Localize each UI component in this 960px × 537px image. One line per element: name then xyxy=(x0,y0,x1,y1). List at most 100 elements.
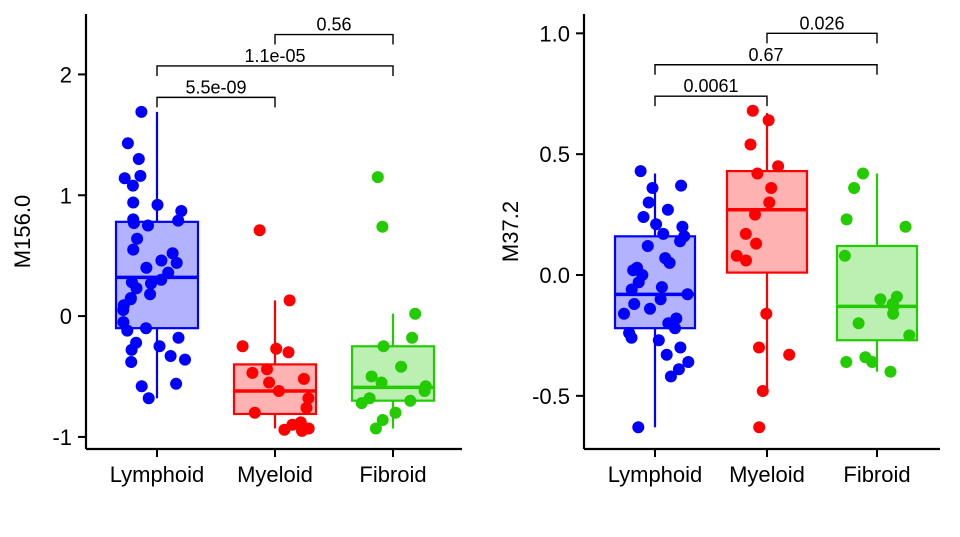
data-point xyxy=(674,235,687,248)
data-point xyxy=(744,138,757,151)
box-body xyxy=(114,220,200,330)
data-point xyxy=(127,217,140,229)
x-tick-label-lymphoid: Lymphoid xyxy=(110,462,205,487)
data-point xyxy=(750,237,763,250)
data-point xyxy=(395,360,408,373)
data-point xyxy=(118,172,131,185)
y-tick-label: 1 xyxy=(60,183,72,208)
y-tick-label: 0.0 xyxy=(539,263,570,288)
data-point xyxy=(297,372,310,385)
p-value-label: 0.67 xyxy=(748,45,783,65)
data-point xyxy=(127,196,140,209)
comparison-bracket xyxy=(156,96,276,108)
data-point xyxy=(261,363,273,376)
data-point xyxy=(730,249,743,262)
data-point xyxy=(641,240,654,252)
data-point xyxy=(661,203,674,216)
data-point xyxy=(134,169,147,182)
y-tick-label: 0 xyxy=(60,304,72,329)
panel-2: -0.5 0.0 0.5 1.0 M37.2 Lymphoid Myeloid Fibroid… xyxy=(498,13,940,487)
x-tick-label-fibroid: Fibroid xyxy=(359,462,426,487)
data-point xyxy=(126,179,139,192)
data-point xyxy=(131,232,144,245)
data-point xyxy=(170,256,183,269)
data-point xyxy=(756,385,769,397)
comparison-bracket xyxy=(156,65,394,76)
data-point xyxy=(300,401,313,414)
data-point xyxy=(763,196,776,209)
data-point xyxy=(746,104,759,117)
data-point xyxy=(175,205,188,217)
x-tick-label-myeloid: Myeloid xyxy=(237,462,313,487)
data-point xyxy=(155,273,168,286)
data-point xyxy=(125,356,138,368)
data-point xyxy=(739,227,752,240)
data-point xyxy=(270,342,283,355)
data-point xyxy=(634,165,647,178)
panel-1: -1 0 1 2 M156.0 Lymphoid Myeloid Fibroid 5.5e-09… xyxy=(10,14,462,487)
data-point xyxy=(142,392,155,405)
data-point xyxy=(144,288,157,301)
p-value-label: 5.5e-09 xyxy=(185,77,246,97)
data-point xyxy=(140,261,153,274)
data-point xyxy=(749,208,761,221)
data-point xyxy=(618,307,630,320)
data-point xyxy=(145,277,157,290)
data-point xyxy=(632,421,645,434)
data-point xyxy=(375,376,388,389)
data-point xyxy=(646,182,659,194)
comparison-bracket xyxy=(654,95,768,107)
data-point xyxy=(627,264,640,277)
data-point xyxy=(753,341,765,354)
data-point xyxy=(132,153,145,165)
data-point xyxy=(121,137,134,150)
data-point xyxy=(172,214,185,227)
data-point xyxy=(135,380,148,393)
box-body xyxy=(835,244,919,342)
data-point xyxy=(179,353,191,366)
data-point xyxy=(899,220,912,233)
data-point xyxy=(838,249,851,262)
y-tick-label: 0.5 xyxy=(539,142,570,167)
data-point xyxy=(866,356,879,368)
data-point xyxy=(887,307,900,320)
data-point xyxy=(675,179,688,192)
data-point xyxy=(246,366,259,379)
data-point xyxy=(263,376,276,389)
data-point xyxy=(130,282,143,295)
p-value-label: 0.0061 xyxy=(683,76,738,96)
box-fibroid xyxy=(835,173,919,372)
data-point xyxy=(884,365,897,378)
p-value-label: 1.1e-05 xyxy=(244,46,305,66)
data-point xyxy=(852,317,865,330)
p-value-label: 0.56 xyxy=(316,15,351,35)
data-point xyxy=(655,281,668,294)
data-point xyxy=(672,363,685,376)
y-axis-title: M37.2 xyxy=(498,201,523,262)
data-point xyxy=(406,331,419,344)
data-point xyxy=(371,171,384,184)
data-point xyxy=(625,331,638,344)
data-point xyxy=(296,424,308,437)
data-point xyxy=(772,160,785,173)
data-point xyxy=(389,406,402,419)
data-point xyxy=(642,196,655,209)
data-point xyxy=(674,341,687,354)
data-point xyxy=(676,220,689,233)
data-point xyxy=(377,340,390,353)
data-point xyxy=(682,356,695,368)
data-point xyxy=(644,302,656,315)
data-point xyxy=(127,243,140,256)
data-point xyxy=(278,423,291,436)
data-point xyxy=(117,304,130,316)
data-point xyxy=(164,350,177,362)
data-point xyxy=(753,421,766,434)
y-tick-label: -1 xyxy=(52,425,72,450)
data-point xyxy=(652,334,665,347)
data-point xyxy=(740,254,752,267)
data-point xyxy=(628,298,641,310)
data-point xyxy=(418,385,431,397)
data-point xyxy=(166,247,179,260)
